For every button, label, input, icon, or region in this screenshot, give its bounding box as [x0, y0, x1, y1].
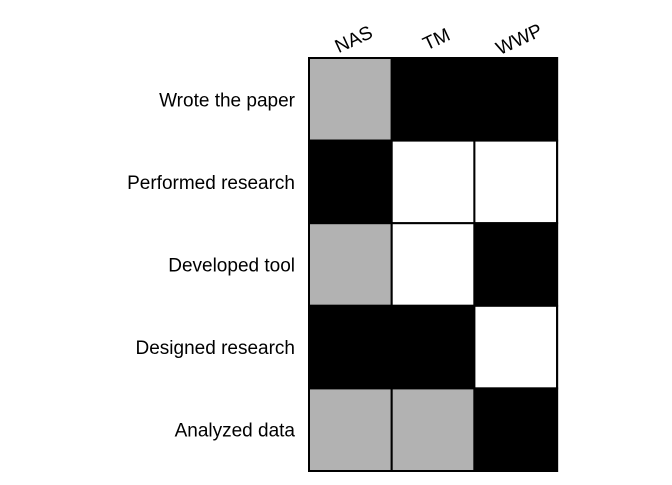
heatmap-cell: [473, 139, 559, 225]
row-label: Analyzed data: [175, 421, 296, 442]
column-label: WWP: [493, 20, 546, 60]
heatmap-cell: [308, 139, 393, 225]
row-label: Developed tool: [168, 256, 295, 277]
heatmap-cell: [308, 304, 393, 390]
heatmap-cell: [308, 57, 393, 142]
heatmap-cell: [390, 387, 476, 472]
heatmap-cell: [473, 387, 559, 472]
heatmap-cell: [473, 304, 559, 390]
heatmap-border: [308, 57, 559, 472]
row-label: Performed research: [127, 173, 295, 194]
heatmap-cell: [390, 222, 476, 307]
heatmap-cell: [390, 57, 476, 142]
heatmap-cell: [390, 304, 476, 390]
row-label: Designed research: [136, 338, 295, 359]
heatmap-cell: [473, 57, 559, 142]
heatmap-cell: [473, 222, 559, 307]
heatmap-cell: [390, 139, 476, 225]
column-label: NAS: [332, 22, 376, 58]
row-label: Wrote the paper: [159, 90, 296, 111]
column-label: TM: [420, 25, 454, 56]
heatmap-cell: [308, 387, 393, 472]
heatmap-cell: [308, 222, 393, 307]
